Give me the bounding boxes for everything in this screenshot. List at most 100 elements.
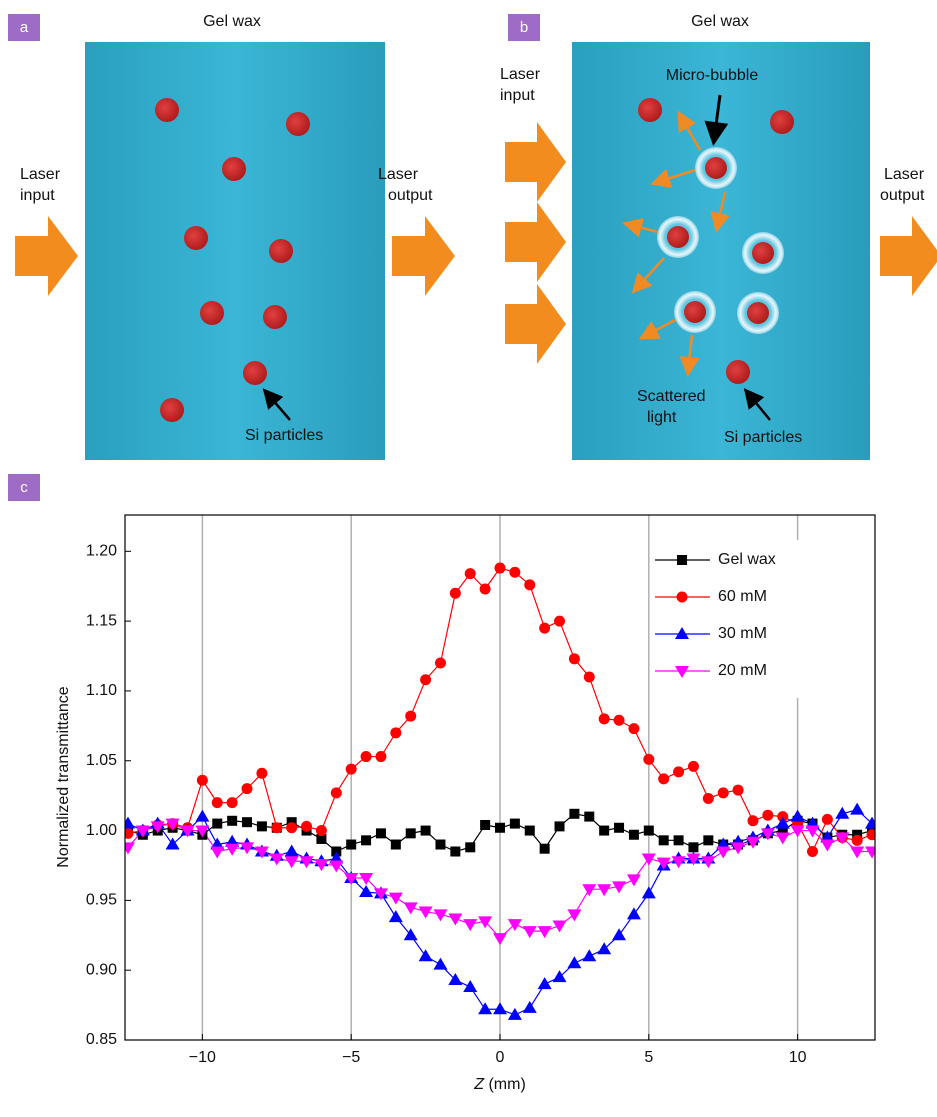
marker — [463, 919, 477, 931]
gel-block — [572, 42, 870, 460]
marker — [197, 775, 208, 786]
marker — [674, 835, 684, 845]
marker — [480, 584, 491, 595]
legend-label: 30 mM — [718, 625, 767, 642]
gel-block — [85, 42, 385, 460]
marker — [567, 956, 581, 968]
marker — [493, 933, 507, 945]
marker — [524, 579, 535, 590]
x-axis-label: Z (mm) — [473, 1076, 526, 1093]
marker — [389, 893, 403, 905]
panel-title: Gel wax — [203, 13, 261, 30]
marker — [242, 783, 253, 794]
marker — [688, 761, 699, 772]
marker — [540, 844, 550, 854]
marker — [509, 567, 520, 578]
laser-input: Laser — [20, 166, 61, 183]
laser-input: Laser — [500, 66, 541, 83]
marker — [465, 568, 476, 579]
marker — [195, 810, 209, 822]
marker — [510, 819, 520, 829]
annotation: Scattered — [637, 388, 705, 405]
marker — [614, 823, 624, 833]
marker — [584, 671, 595, 682]
laser-input: input — [500, 87, 535, 104]
y-tick-label: 1.15 — [86, 612, 117, 629]
marker — [658, 773, 669, 784]
y-tick-label: 1.00 — [86, 822, 117, 839]
x-axis-symbol: Z — [473, 1076, 485, 1093]
marker — [538, 926, 552, 938]
marker — [389, 910, 403, 922]
y-tick-label: 0.85 — [86, 1031, 117, 1048]
laser-output: Laser — [378, 166, 419, 183]
marker — [747, 815, 758, 826]
marker — [435, 840, 445, 850]
marker — [465, 842, 475, 852]
legend-label: 20 mM — [718, 662, 767, 679]
y-tick-label: 1.20 — [86, 543, 117, 560]
marker — [286, 822, 297, 833]
marker — [420, 674, 431, 685]
marker — [227, 797, 238, 808]
figure: a Gel wax Laser input Laser output Si pa… — [0, 0, 937, 1117]
marker — [433, 958, 447, 970]
marker — [525, 826, 535, 836]
laser-arrow — [15, 216, 78, 296]
marker — [316, 825, 327, 836]
x-tick-label: 10 — [789, 1049, 807, 1066]
marker — [523, 926, 537, 938]
marker — [822, 814, 833, 825]
laser-arrow — [880, 216, 937, 296]
y-tick-label: 1.10 — [86, 682, 117, 699]
annotation: Si particles — [245, 427, 323, 444]
marker — [285, 845, 299, 857]
marker — [450, 588, 461, 599]
marker — [850, 847, 864, 859]
marker — [643, 754, 654, 765]
y-tick-label: 0.90 — [86, 961, 117, 978]
marker — [448, 914, 462, 926]
laser-arrow — [392, 216, 455, 296]
marker — [257, 821, 267, 831]
marker — [121, 817, 135, 829]
marker — [493, 1002, 507, 1014]
marker — [677, 592, 688, 603]
marker — [390, 727, 401, 738]
marker — [762, 810, 773, 821]
marker — [614, 715, 625, 726]
annotation: Si particles — [724, 429, 802, 446]
marker — [450, 847, 460, 857]
marker — [629, 830, 639, 840]
laser-arrow — [505, 122, 566, 202]
marker — [463, 980, 477, 992]
marker — [376, 828, 386, 838]
marker — [688, 842, 698, 852]
marker — [301, 821, 312, 832]
marker — [539, 623, 550, 634]
marker — [329, 860, 343, 872]
marker — [673, 766, 684, 777]
marker — [361, 751, 372, 762]
marker — [419, 949, 433, 961]
marker — [597, 884, 611, 896]
marker — [210, 847, 224, 859]
laser-arrow — [505, 202, 566, 282]
y-tick-label: 1.05 — [86, 752, 117, 769]
marker — [391, 840, 401, 850]
marker — [567, 909, 581, 921]
panel-a: a Gel wax Laser input Laser output Si pa… — [8, 13, 455, 460]
panel-label: a — [20, 19, 29, 36]
annotation: light — [647, 409, 677, 426]
marker — [346, 764, 357, 775]
marker — [538, 977, 552, 989]
marker — [227, 816, 237, 826]
marker — [553, 921, 567, 933]
marker — [820, 840, 834, 852]
laser-arrow — [505, 284, 566, 364]
marker — [867, 829, 878, 840]
marker — [554, 616, 565, 627]
marker — [659, 835, 669, 845]
panel-label: b — [520, 19, 528, 36]
